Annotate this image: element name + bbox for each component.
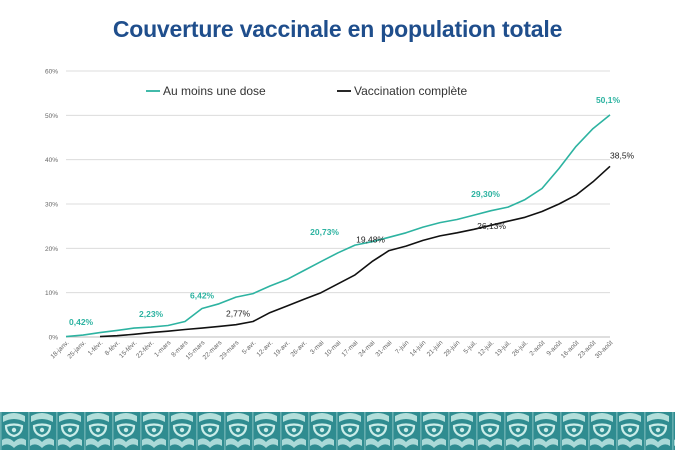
data-labels: 0,42% 2,23% 6,42% 20,73% 29,30% 50,1% 2,77% 19,…	[69, 95, 635, 327]
y-tick-label: 0%	[49, 335, 59, 342]
data-label: 20,73%	[310, 227, 339, 237]
x-tick: 19-juil.	[494, 339, 513, 358]
legend-label: Au moins une dose	[163, 84, 266, 98]
x-tick-label: 15-févr.	[118, 339, 138, 359]
x-tick: 12-juil.	[477, 339, 496, 358]
x-tick: 25-janv.	[66, 339, 87, 360]
data-label: 2,77%	[226, 309, 251, 319]
x-tick: 28-juin	[443, 339, 462, 358]
x-tick: 1-mars	[153, 339, 173, 359]
x-tick: 2-août	[528, 339, 546, 357]
x-tick: 29-mars	[219, 339, 241, 361]
decorative-footer-band	[0, 412, 675, 450]
data-label: 29,30%	[471, 189, 500, 199]
series-lines	[65, 114, 611, 338]
series-line-complete	[99, 165, 611, 338]
x-tick-label: 1-févr.	[87, 339, 105, 357]
y-tick-label: 20%	[45, 246, 58, 253]
x-tick: 17-mai	[340, 339, 359, 358]
y-tick-label: 60%	[45, 69, 58, 76]
x-tick-label: 17-mai	[340, 339, 359, 358]
page-title: Couverture vaccinale en population total…	[112, 16, 563, 42]
x-tick: 12-avr.	[255, 339, 274, 358]
y-axis-ticks: 0% 10% 20% 30% 40% 50% 60%	[45, 69, 58, 342]
x-tick-label: 28-juin	[443, 339, 462, 358]
footer-pattern-icon	[0, 412, 675, 450]
x-tick-label: 22-févr.	[135, 339, 155, 359]
x-tick-label: 24-mai	[357, 339, 376, 358]
x-tick-label: 19-juil.	[494, 339, 513, 358]
x-tick-label: 26-juil.	[511, 339, 530, 358]
x-tick: 22-févr.	[135, 339, 155, 359]
data-label: 6,42%	[190, 291, 215, 301]
data-label: 38,5%	[610, 150, 635, 160]
x-tick-label: 12-juil.	[477, 339, 496, 358]
y-tick-label: 40%	[45, 157, 58, 164]
x-tick: 15-févr.	[118, 339, 138, 359]
x-tick-label: 30-août	[594, 339, 615, 360]
data-label: 0,42%	[69, 317, 94, 327]
x-tick: 30-août	[594, 339, 615, 360]
legend: Au moins une dose Vaccination complète	[146, 84, 468, 98]
x-axis-ticks: 18-janv.25-janv. 1-févr. 8-févr.15-févr.22…	[49, 339, 614, 361]
data-label: 26,13%	[477, 221, 506, 231]
x-tick-label: 19-avr.	[272, 339, 291, 358]
x-tick: 1-févr.	[87, 339, 105, 357]
y-tick-label: 10%	[45, 290, 58, 297]
x-tick-label: 26-avr.	[289, 339, 308, 358]
x-tick: 19-avr.	[272, 339, 291, 358]
x-tick-label: 2-août	[528, 339, 546, 357]
data-label: 2,23%	[139, 309, 164, 319]
vaccination-chart: 0% 10% 20% 30% 40% 50% 60% 18-janv.25-janv. 1-f…	[45, 69, 635, 362]
series-line-dose	[65, 114, 611, 338]
grid-lines	[66, 70, 610, 338]
x-tick: 24-mai	[357, 339, 376, 358]
x-tick: 10-mai	[323, 339, 342, 358]
x-tick: 21-juin	[426, 339, 445, 358]
x-tick-label: 1-mars	[153, 339, 173, 359]
y-tick-label: 50%	[45, 113, 58, 120]
data-label: 50,1%	[596, 95, 621, 105]
x-tick-label: 21-juin	[426, 339, 445, 358]
x-tick-label: 29-mars	[219, 339, 241, 361]
x-tick-label: 25-janv.	[66, 339, 87, 360]
x-tick-label: 10-mai	[323, 339, 342, 358]
x-tick-label: 12-avr.	[255, 339, 274, 358]
x-tick: 14-juin	[409, 339, 428, 358]
x-tick: 31-mai	[374, 339, 393, 358]
x-tick-label: 14-juin	[409, 339, 428, 358]
data-label: 19,48%	[356, 235, 385, 245]
legend-label: Vaccination complète	[354, 84, 468, 98]
x-tick-label: 31-mai	[374, 339, 393, 358]
y-tick-label: 30%	[45, 202, 58, 209]
x-tick: 26-avr.	[289, 339, 308, 358]
x-tick: 26-juil.	[511, 339, 530, 358]
